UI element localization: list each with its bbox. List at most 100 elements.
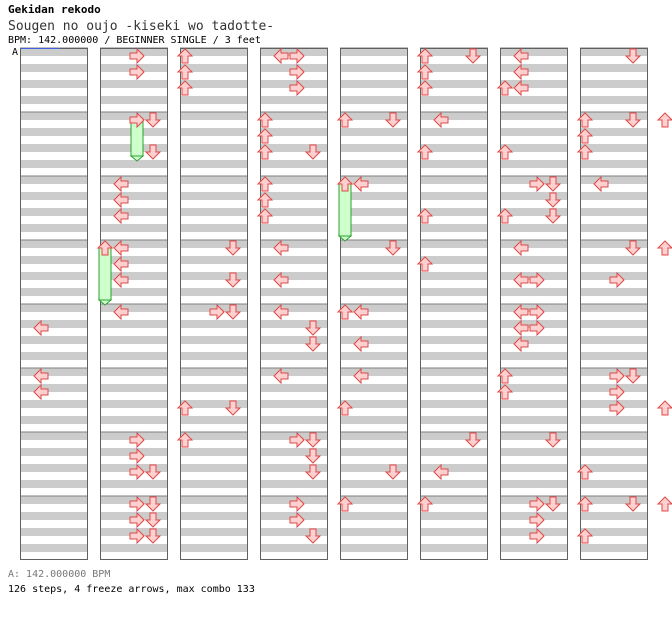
- beat-stripe: [180, 496, 248, 504]
- beat-stripe: [180, 528, 248, 536]
- step-arrow-left: [33, 367, 49, 385]
- beat-stripe: [20, 208, 88, 216]
- beat-stripe: [260, 192, 328, 200]
- beat-stripe: [100, 528, 168, 536]
- step-arrow-down: [144, 496, 162, 512]
- beat-stripe: [500, 288, 568, 296]
- beat-stripe: [500, 192, 568, 200]
- beat-stripe: [420, 336, 488, 344]
- step-arrow-down: [224, 400, 242, 416]
- beat-stripe: [100, 432, 168, 440]
- step-arrow-down: [544, 496, 562, 512]
- beat-stripe: [260, 320, 328, 328]
- step-arrow-down: [544, 432, 562, 448]
- step-arrow-right: [289, 511, 305, 529]
- step-arrow-left: [513, 63, 529, 81]
- step-arrow-left: [273, 47, 289, 65]
- song-artist: Gekidan rekodo: [8, 3, 101, 16]
- freeze-arrow-body: [98, 247, 112, 301]
- beat-stripe: [580, 400, 648, 408]
- chart-column: [500, 47, 568, 560]
- step-arrow-down: [224, 240, 242, 256]
- beat-stripe: [420, 320, 488, 328]
- beat-stripe: [260, 368, 328, 376]
- beat-stripe: [340, 320, 408, 328]
- beat-stripe: [100, 416, 168, 424]
- beat-stripe: [340, 176, 408, 184]
- beat-stripe: [340, 96, 408, 104]
- beat-stripe: [420, 80, 488, 88]
- beat-stripe: [20, 240, 88, 248]
- step-arrow-up: [576, 144, 594, 160]
- step-arrow-down: [224, 304, 242, 320]
- step-arrow-up: [576, 128, 594, 144]
- beat-stripe: [340, 192, 408, 200]
- step-arrow-down: [304, 448, 322, 464]
- step-arrow-up: [96, 240, 114, 256]
- step-arrow-up: [496, 144, 514, 160]
- beat-stripe: [20, 96, 88, 104]
- beat-stripe: [180, 464, 248, 472]
- step-arrow-up: [336, 400, 354, 416]
- beat-stripe: [580, 64, 648, 72]
- step-arrow-down: [144, 144, 162, 160]
- beat-stripe: [20, 304, 88, 312]
- beat-stripe: [20, 464, 88, 472]
- beat-stripe: [20, 176, 88, 184]
- step-arrow-down: [384, 240, 402, 256]
- beat-stripe: [580, 496, 648, 504]
- freeze-arrow-body: [338, 183, 352, 237]
- beat-stripe: [20, 416, 88, 424]
- step-arrow-up: [256, 112, 274, 128]
- beat-stripe: [180, 224, 248, 232]
- beat-stripe: [340, 256, 408, 264]
- beat-stripe: [500, 528, 568, 536]
- beat-stripe: [580, 544, 648, 552]
- chart-column: [340, 47, 408, 560]
- beat-stripe: [180, 192, 248, 200]
- beat-stripe: [500, 448, 568, 456]
- step-arrow-up: [416, 144, 434, 160]
- beat-stripe: [260, 496, 328, 504]
- step-arrow-right: [129, 511, 145, 529]
- beat-stripe: [20, 80, 88, 88]
- beat-stripe: [420, 288, 488, 296]
- beat-stripe: [260, 144, 328, 152]
- beat-stripe: [260, 240, 328, 248]
- step-arrow-down: [624, 48, 642, 64]
- step-arrow-left: [353, 175, 369, 193]
- step-arrow-up: [416, 48, 434, 64]
- beat-stripe: [580, 272, 648, 280]
- beat-stripe: [100, 160, 168, 168]
- step-arrow-down: [544, 208, 562, 224]
- step-arrow-left: [113, 207, 129, 225]
- beat-stripe: [100, 80, 168, 88]
- beat-stripe: [420, 192, 488, 200]
- step-arrow-left: [593, 175, 609, 193]
- beat-stripe: [20, 272, 88, 280]
- beat-stripe: [500, 64, 568, 72]
- beat-stripe: [100, 336, 168, 344]
- beat-stripe: [580, 96, 648, 104]
- beat-stripe: [580, 288, 648, 296]
- beat-stripe: [180, 352, 248, 360]
- beat-stripe: [340, 368, 408, 376]
- beat-stripe: [500, 48, 568, 56]
- beat-stripe: [340, 352, 408, 360]
- beat-stripe: [180, 240, 248, 248]
- beat-stripe: [20, 448, 88, 456]
- beat-stripe: [260, 528, 328, 536]
- beat-stripe: [260, 416, 328, 424]
- beat-stripe: [100, 240, 168, 248]
- beat-stripe: [100, 272, 168, 280]
- step-arrow-down: [224, 272, 242, 288]
- bpm-marker-label: A: [12, 47, 18, 58]
- chart-column: [260, 47, 328, 560]
- step-arrow-left: [513, 271, 529, 289]
- beat-stripe: [260, 512, 328, 520]
- chart-stats: 126 steps, 4 freeze arrows, max combo 13…: [8, 584, 255, 595]
- beat-stripe: [180, 272, 248, 280]
- step-arrow-up: [496, 208, 514, 224]
- beat-stripe: [580, 176, 648, 184]
- step-arrow-right: [129, 495, 145, 513]
